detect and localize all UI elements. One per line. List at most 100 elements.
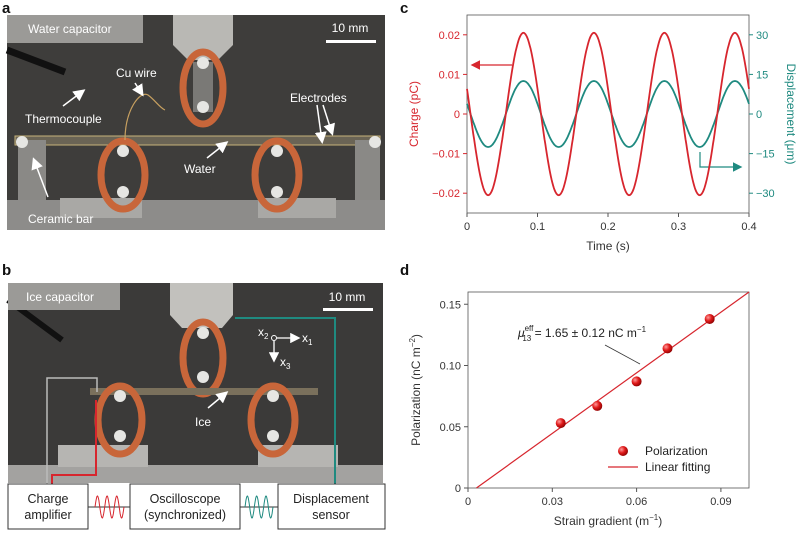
displacement-signal-wave-icon: [244, 495, 274, 519]
x-tick-label: 0.4: [741, 221, 756, 233]
screw: [114, 430, 126, 442]
oscilloscope-box: [129, 483, 241, 530]
panel-c-chart: c Time (s) Charge (pC) Displacement (μm)…: [400, 0, 798, 253]
panel-letter-b: b: [2, 262, 11, 279]
arrow: [206, 141, 229, 159]
y-axis-title: Polarization (nC m−2): [408, 334, 423, 446]
copper-ring: [251, 137, 303, 213]
arrow: [132, 82, 144, 97]
x-tick-label: 0: [464, 221, 470, 233]
oscilloscope-label: Oscilloscope (synchronized): [144, 492, 226, 522]
y-tick-label: 0.01: [439, 69, 460, 81]
panel-a-title: Water capacitor: [28, 22, 112, 36]
ring-plate: [193, 62, 213, 112]
legend-label-linear-fitting: Linear fitting: [645, 460, 710, 474]
data-point-polarization: [631, 376, 642, 387]
charge-amplifier-label: Charge amplifier: [24, 492, 71, 522]
screw: [16, 136, 28, 148]
ice-beam: [90, 388, 318, 395]
y-tick-label: −0.01: [432, 149, 460, 161]
y2-tick-label: 30: [756, 30, 768, 42]
annotation-leader-line: [604, 344, 641, 365]
x-tick-label: 0.1: [530, 221, 545, 233]
screw: [117, 186, 129, 198]
copper-ring: [247, 382, 299, 458]
thermocouple-cable: [5, 46, 67, 76]
ceramic-bar-right: [355, 140, 380, 200]
x-tick-label: 0: [465, 496, 471, 508]
charge-signal-wave-icon: [94, 495, 125, 519]
copper-ring: [97, 137, 149, 213]
top-clamp: [170, 283, 233, 328]
arrow: [207, 391, 229, 409]
copper-ring: [179, 48, 227, 128]
charge-amplifier-wire: [51, 400, 97, 484]
x-tick-label: 0.06: [626, 496, 647, 508]
y2-tick-label: −15: [756, 149, 775, 161]
panel-letter-a: a: [2, 0, 11, 17]
y2-tick-label: −30: [756, 188, 775, 200]
label-ice: Ice: [195, 415, 211, 429]
axis-label-x1: x1: [302, 331, 313, 347]
screw: [197, 327, 209, 339]
label-thermocouple: Thermocouple: [25, 112, 102, 126]
arrow: [62, 89, 86, 107]
data-point-polarization: [662, 343, 673, 354]
panel-b-title: Ice capacitor: [26, 290, 94, 304]
base-plate: [8, 465, 383, 483]
y2-tick-label: 15: [756, 69, 768, 81]
data-point-polarization: [555, 418, 566, 429]
screw: [267, 430, 279, 442]
legend-marker-polarization: [618, 446, 628, 456]
panel-a-title-box: [7, 15, 143, 43]
screw: [197, 101, 209, 113]
displacement-sensor-box: [277, 483, 386, 530]
screw: [267, 390, 279, 402]
plot-frame: [467, 291, 750, 489]
screw: [271, 145, 283, 157]
arrow: [322, 104, 335, 136]
panel-a: a Water capacitor 10 mm Cu wire Thermoco…: [2, 0, 385, 230]
y-tick-label: 0.15: [440, 299, 461, 311]
screw: [369, 136, 381, 148]
y-tick-label: −0.02: [432, 188, 460, 200]
y-tick-label: 0.05: [440, 422, 461, 434]
label-ceramic-bar: Ceramic bar: [28, 212, 93, 226]
label-electrodes: Electrodes: [290, 91, 347, 105]
slope-annotation: μeff 13 = 1.65 ± 0.12 nC m−1: [517, 324, 647, 343]
y-tick-label: 0.10: [440, 361, 461, 373]
displacement-sensor-wire: [235, 317, 336, 484]
x-tick-label: 0.2: [600, 221, 615, 233]
displacement-sensor-label: Displacement sensor: [293, 492, 369, 522]
ground-wire: [46, 377, 98, 484]
series-line-displacement: [466, 80, 750, 148]
support-block: [258, 198, 336, 218]
screw: [114, 390, 126, 402]
x-axis-title: Time (s): [586, 239, 630, 253]
screw: [271, 186, 283, 198]
y-tick-label: 0: [454, 109, 460, 121]
panel-d-chart: d Strain gradient (m−1) Polarization (nC…: [400, 262, 750, 528]
scale-bar: [323, 308, 373, 311]
axis-label-x2: x2: [258, 325, 269, 341]
y2-axis-title: Displacement (μm): [784, 64, 798, 165]
panel-b-title-box: [8, 283, 120, 310]
scale-bar-label: 10 mm: [332, 21, 369, 35]
axis-label-x3: x3: [280, 355, 291, 371]
screw: [197, 57, 209, 69]
data-point-polarization: [592, 400, 603, 411]
scale-bar: [326, 40, 376, 43]
arrow: [314, 104, 327, 144]
panel-letter-c: c: [400, 0, 408, 17]
screw: [117, 145, 129, 157]
support-block: [60, 198, 142, 218]
y2-tick-label: 0: [756, 109, 762, 121]
x-tick-label: 0.03: [542, 496, 563, 508]
x-tick-label: 0.09: [710, 496, 731, 508]
x2-axis-dot-icon: [271, 335, 277, 341]
copper-ring: [94, 382, 146, 458]
series-line-charge: [466, 31, 750, 197]
right-axis-arrow: [699, 152, 743, 172]
label-cu-wire: Cu wire: [116, 66, 157, 80]
